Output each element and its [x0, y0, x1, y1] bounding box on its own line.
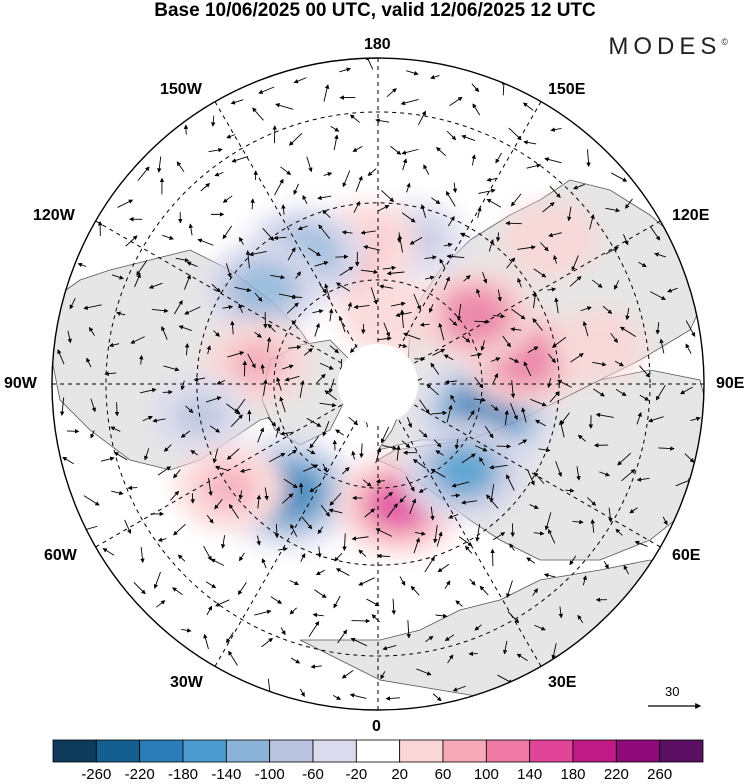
colorbar-tick-label: 140 [517, 766, 542, 783]
colorbar-tick-label: 220 [604, 766, 629, 783]
wind-vector [67, 431, 79, 432]
lon-label-120w: 120W [33, 207, 75, 225]
colorbar-tick-label: 20 [391, 766, 408, 783]
colorbar-swatch [356, 740, 399, 762]
vector-reference-label: 30 [665, 684, 679, 699]
colorbar-labels: -260 -220 -180 -140 -100 -60 -20 20 60 100 140 180 2… [0, 766, 750, 784]
anomaly-blob [365, 297, 414, 336]
anomaly-blob [525, 220, 574, 259]
colorbar-swatch [270, 740, 313, 762]
colorbar-swatch [140, 740, 183, 762]
lon-label-60w: 60W [44, 547, 77, 565]
lon-label-0: 0 [372, 718, 381, 736]
colorbar-swatch [660, 740, 703, 762]
polar-blank [338, 344, 418, 424]
anomaly-blob [230, 341, 284, 384]
wind-vector [363, 324, 364, 333]
anomaly-blob [576, 327, 622, 363]
wind-vector [451, 495, 459, 496]
lon-label-30e: 30E [548, 674, 576, 692]
wind-vector [117, 402, 118, 415]
lon-label-30w: 30W [170, 674, 203, 692]
colorbar-tick-label: -140 [211, 766, 241, 783]
colorbar-swatch [313, 740, 356, 762]
colorbar-swatch [616, 740, 659, 762]
lon-label-150e: 150E [548, 81, 585, 99]
anomaly-blob [234, 264, 293, 312]
lon-label-60e: 60E [672, 547, 700, 565]
colorbar-swatch [486, 740, 529, 762]
lon-label-150w: 150W [160, 81, 202, 99]
colorbar-swatch [400, 740, 443, 762]
wind-vector [163, 392, 172, 393]
colorbar-tick-label: 100 [474, 766, 499, 783]
colorbar-tick-label: -260 [81, 766, 111, 783]
colorbar-swatch [96, 740, 139, 762]
colorbar-swatch [183, 740, 226, 762]
lon-label-120e: 120E [672, 207, 709, 225]
colorbar-tick-label: -220 [125, 766, 155, 783]
colorbar-tick-label: 180 [560, 766, 585, 783]
lon-label-90e: 90E [716, 375, 744, 393]
colorbar-swatch [53, 740, 96, 762]
colorbar-tick-label: -20 [345, 766, 367, 783]
colorbar-swatch [573, 740, 616, 762]
colorbar-swatch [226, 740, 269, 762]
colorbar-tick-label: 60 [435, 766, 452, 783]
colorbar [53, 740, 703, 762]
colorbar-tick-label: -180 [168, 766, 198, 783]
colorbar-tick-label: -100 [255, 766, 285, 783]
colorbar-swatch [443, 740, 486, 762]
anomaly-blob [433, 445, 496, 495]
colorbar-tick-label: -60 [302, 766, 324, 783]
lon-label-180: 180 [364, 36, 391, 54]
colorbar-tick-label: 260 [647, 766, 672, 783]
lon-label-90w: 90W [4, 375, 37, 393]
colorbar-swatch [530, 740, 573, 762]
